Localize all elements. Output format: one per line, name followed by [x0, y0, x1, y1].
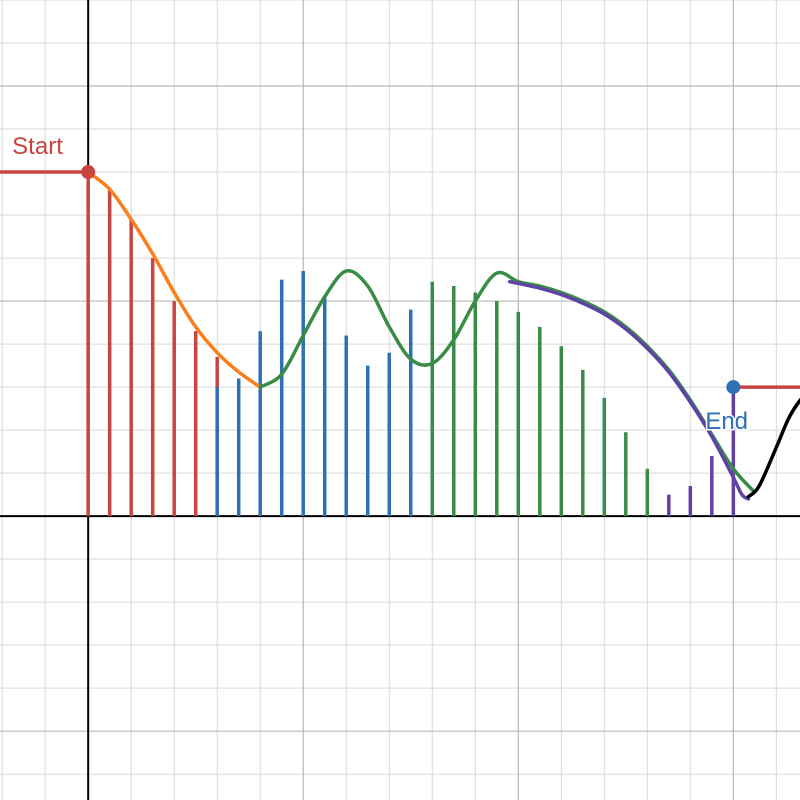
curve-segment-2 [507, 279, 751, 501]
point-group [81, 165, 741, 395]
curve-segment-0 [86, 170, 262, 389]
ray-group [0, 170, 800, 389]
curve-group [86, 170, 800, 501]
end-point [726, 380, 741, 395]
bar-group [86, 172, 736, 517]
end-label: End [705, 408, 748, 435]
curve-segment-1 [258, 268, 755, 493]
start-point [81, 165, 96, 180]
start-label: Start [12, 133, 63, 160]
curve-segment-3 [746, 397, 800, 499]
